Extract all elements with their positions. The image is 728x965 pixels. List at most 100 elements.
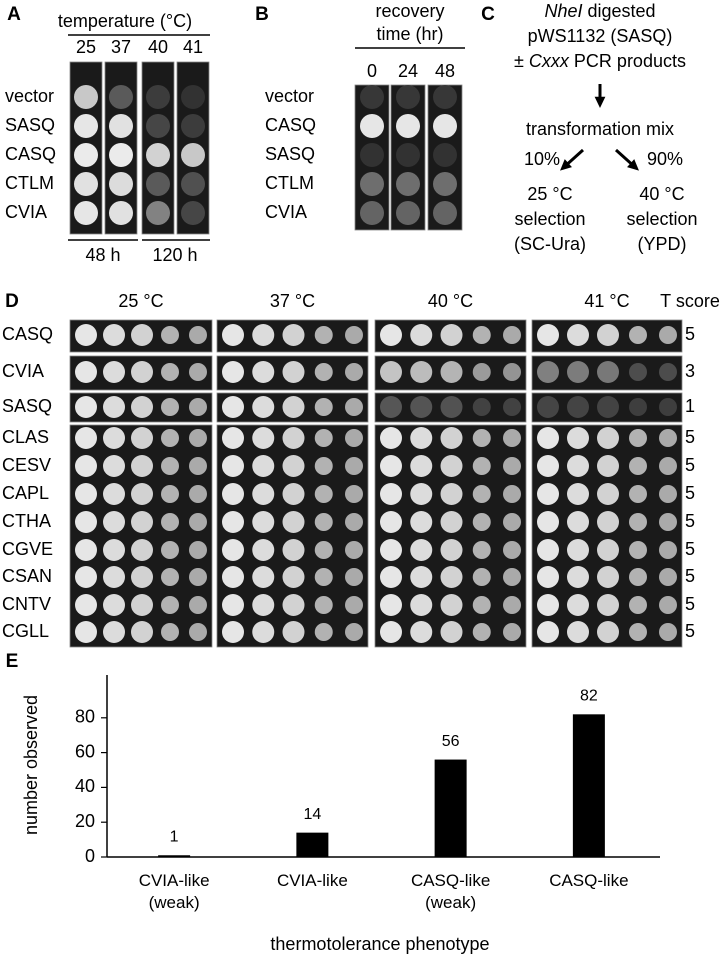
colony-spot xyxy=(597,427,619,449)
colony-spot xyxy=(161,326,179,344)
colony-spot xyxy=(597,566,619,588)
colony-spot xyxy=(75,324,97,346)
colony-spot xyxy=(75,396,97,418)
x-tick-label: CVIA-like (weak) xyxy=(138,871,210,912)
colony-spot xyxy=(410,455,433,477)
time-label: 48 h xyxy=(85,245,120,265)
colony-spot xyxy=(360,85,384,109)
colony-spot xyxy=(567,396,589,418)
colony-spot xyxy=(380,511,402,533)
strain-label: CASQ xyxy=(265,115,316,135)
score-header: T score xyxy=(660,291,720,311)
colony-spot xyxy=(252,566,275,588)
colony-spot xyxy=(103,361,125,383)
strain-label: CGVE xyxy=(2,539,53,559)
strain-label: CAPL xyxy=(2,483,49,503)
colony-spot xyxy=(537,455,559,477)
colony-spot xyxy=(472,457,491,475)
colony-spot xyxy=(75,455,97,477)
bar xyxy=(296,832,329,857)
colony-spot xyxy=(472,596,491,614)
colony-spot xyxy=(597,324,619,346)
colony-spot xyxy=(109,201,133,225)
colony-spot xyxy=(380,324,402,346)
strain-label: CTLM xyxy=(5,173,54,193)
colony-spot xyxy=(567,594,589,616)
colony-spot xyxy=(567,539,589,561)
colony-spot xyxy=(503,398,521,416)
colony-spot xyxy=(314,568,333,586)
colony-spot xyxy=(567,324,589,346)
enzyme: NheI xyxy=(544,1,582,21)
colony-spot xyxy=(537,483,559,505)
x-axis-label: thermotolerance phenotype xyxy=(270,934,489,954)
colony-spot xyxy=(629,485,647,503)
strain-label: vector xyxy=(265,86,314,106)
colony-spot xyxy=(146,85,170,109)
colony-spot xyxy=(282,539,305,561)
bar xyxy=(572,714,605,857)
score: 5 xyxy=(685,539,695,559)
strain-label: SASQ xyxy=(5,115,55,135)
colony-spot xyxy=(131,539,153,561)
colony-spot xyxy=(189,429,207,447)
colony-spot xyxy=(146,114,170,138)
colony-spot xyxy=(440,483,463,505)
colony-spot xyxy=(131,427,153,449)
colony-spot xyxy=(75,621,97,643)
colony-spot xyxy=(282,594,305,616)
panel-label: A xyxy=(7,4,21,25)
colony-spot xyxy=(503,429,521,447)
colony-spot xyxy=(345,541,363,559)
temperature: 40 °C xyxy=(428,291,473,311)
colony-spot xyxy=(222,396,244,418)
colony-spot xyxy=(629,429,647,447)
colony-spot xyxy=(433,143,457,167)
colony-spot xyxy=(433,114,457,138)
header: recovery xyxy=(375,1,444,21)
colony-spot xyxy=(75,483,97,505)
colony-spot xyxy=(314,398,333,416)
time: 48 xyxy=(435,61,455,81)
strain-label: vector xyxy=(5,86,54,106)
y-tick-label: 40 xyxy=(75,776,95,796)
colony-spot xyxy=(222,427,244,449)
colony-spot xyxy=(74,143,98,167)
colony-spot xyxy=(472,568,491,586)
colony-spot xyxy=(189,398,207,416)
colony-spot xyxy=(472,513,491,531)
colony-spot xyxy=(629,363,647,381)
colony-spot xyxy=(659,485,677,503)
colony-spot xyxy=(146,201,170,225)
colony-spot xyxy=(503,513,521,531)
colony-spot xyxy=(503,623,521,641)
colony-spot xyxy=(380,566,402,588)
score: 1 xyxy=(685,396,695,416)
colony-spot xyxy=(659,623,677,641)
colony-spot xyxy=(189,623,207,641)
colony-spot xyxy=(440,621,463,643)
colony-spot xyxy=(109,172,133,196)
colony-spot xyxy=(503,596,521,614)
colony-spot xyxy=(380,396,402,418)
colony-spot xyxy=(222,483,244,505)
colony-spot xyxy=(567,511,589,533)
colony-spot xyxy=(161,596,179,614)
colony-spot xyxy=(75,427,97,449)
colony-spot xyxy=(103,483,125,505)
panel-label: E xyxy=(6,651,19,672)
colony-spot xyxy=(252,455,275,477)
colony-spot xyxy=(345,485,363,503)
colony-spot xyxy=(659,326,677,344)
colony-spot xyxy=(282,511,305,533)
colony-spot xyxy=(360,172,384,196)
selection-text: 40 °C xyxy=(639,184,684,204)
colony-spot xyxy=(659,363,677,381)
colony-spot xyxy=(567,483,589,505)
colony-spot xyxy=(503,326,521,344)
strain-label: CTLM xyxy=(265,173,314,193)
bar xyxy=(158,855,191,857)
colony-spot xyxy=(314,485,333,503)
colony-spot xyxy=(314,457,333,475)
